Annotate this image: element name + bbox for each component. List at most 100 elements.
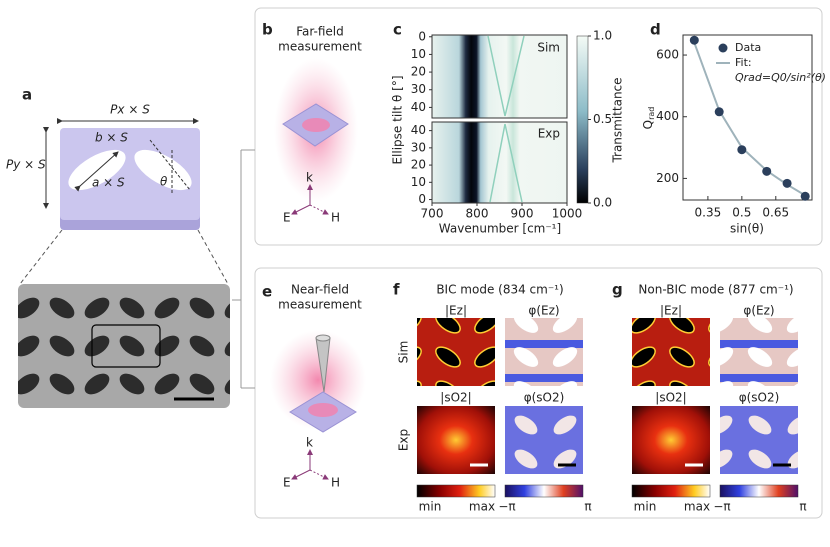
y-tick-label: 10 — [411, 175, 426, 189]
dim-label: a × S — [92, 176, 125, 190]
data-point — [782, 178, 792, 188]
map-header: |Ez| — [660, 304, 682, 318]
colorbar-label: max — [684, 500, 710, 514]
row-label: Sim — [397, 341, 411, 364]
data-point — [762, 166, 772, 176]
axis-title-sub: rad — [647, 107, 656, 120]
panel-label: e — [262, 283, 272, 301]
legend-label: Fit: — [735, 56, 752, 69]
x-tick-label: 1000 — [552, 207, 583, 221]
axis-label: k — [306, 436, 313, 450]
map-header: |sO2| — [440, 391, 471, 405]
axis-arrow — [309, 204, 329, 215]
axis-title-main: Q — [641, 120, 655, 129]
legend-label: Data — [735, 41, 761, 54]
colorbar — [504, 484, 584, 498]
y-tick-label: 30 — [411, 140, 426, 154]
colorbar-label: −π — [713, 500, 730, 514]
colorbar-title: Transmittance — [611, 77, 625, 163]
axis-label: k — [306, 171, 313, 185]
dim-label: b × S — [95, 131, 128, 145]
map-header: φ(sO2) — [524, 391, 565, 405]
data-point — [737, 145, 747, 155]
slab-top — [60, 128, 200, 220]
dim-arrow — [74, 151, 119, 192]
axis-label: E — [283, 476, 291, 490]
highlight — [91, 324, 161, 368]
panel-title: measurement — [278, 298, 362, 312]
y-tick-label: 400 — [656, 109, 679, 123]
colorbar — [416, 484, 496, 498]
plot-frame — [431, 34, 568, 119]
data-point — [714, 107, 724, 117]
x-tick-label: 0.65 — [762, 206, 789, 220]
map-header: φ(Ez) — [528, 304, 559, 318]
x-tick-label: 0.5 — [732, 206, 751, 220]
colorbar-label: π — [584, 500, 591, 514]
x-tick-label: 900 — [511, 207, 534, 221]
axis-label: E — [283, 211, 291, 225]
colorbar — [719, 484, 799, 498]
panel-label: d — [650, 21, 661, 39]
panel-title: Non-BIC mode (877 cm⁻¹) — [638, 283, 793, 297]
panel-label: b — [262, 21, 273, 39]
map-header: φ(Ez) — [743, 304, 774, 318]
legend-formula: Qrad=Q0/sin²(θ) — [735, 71, 826, 84]
colorbar-tick-label: 1.0 — [593, 29, 612, 43]
panel-label: a — [22, 86, 32, 104]
panel-title: Near-field — [291, 283, 349, 297]
heatmap — [432, 35, 567, 118]
y-tick-label: 30 — [411, 82, 426, 96]
colorbar-label: max — [469, 500, 495, 514]
y-tick-label: 200 — [656, 171, 679, 185]
tip — [315, 334, 331, 342]
y-tick-label: 40 — [411, 100, 426, 114]
dim-label: Px × S — [110, 103, 150, 117]
field-map — [417, 406, 495, 474]
dim-label: θ — [160, 175, 168, 189]
axis-title: sin(θ) — [730, 222, 764, 236]
axis-title: Qrad — [641, 107, 656, 130]
frame — [254, 7, 823, 246]
panel-title: BIC mode (834 cm⁻¹) — [436, 283, 563, 297]
x-tick-label: 0.35 — [695, 206, 722, 220]
colorbar-label: π — [799, 500, 806, 514]
spot — [308, 403, 338, 417]
map-header: |sO2| — [655, 391, 686, 405]
field-map — [505, 406, 583, 474]
y-tick-label: 20 — [411, 158, 426, 172]
map-header: |Ez| — [445, 304, 467, 318]
panel-label: c — [393, 21, 402, 39]
dash — [197, 229, 229, 285]
field-map — [720, 406, 798, 474]
map-header: φ(sO2) — [739, 391, 780, 405]
colorbar-label: min — [419, 500, 442, 514]
axis-title: Ellipse tilt θ [°] — [391, 75, 405, 164]
data-point — [800, 191, 810, 201]
mode-line — [487, 35, 525, 203]
data-point — [689, 35, 699, 45]
y-tick-label: 0 — [418, 29, 426, 43]
field-map — [720, 318, 798, 386]
colorbar — [576, 35, 589, 204]
frame — [254, 267, 823, 519]
colorbar-tick-label: 0.5 — [593, 112, 612, 126]
x-tick-label: 800 — [466, 207, 489, 221]
y-tick-label: 600 — [656, 48, 679, 62]
connector — [232, 149, 255, 389]
panel-title: measurement — [278, 40, 362, 54]
axis-arrow — [309, 469, 329, 480]
panel-label: g — [612, 281, 623, 299]
y-tick-label: 40 — [411, 123, 426, 137]
y-tick-label: 0 — [418, 192, 426, 206]
sem-image — [18, 284, 230, 408]
dim-label: Py × S — [6, 158, 46, 172]
y-tick-label: 10 — [411, 47, 426, 61]
colorbar — [631, 484, 711, 498]
colorbar-tick-label: 0.0 — [593, 196, 612, 210]
legend-marker — [718, 43, 728, 53]
field-map — [505, 318, 583, 386]
subplot-label: Sim — [537, 41, 560, 55]
spot — [302, 118, 330, 132]
